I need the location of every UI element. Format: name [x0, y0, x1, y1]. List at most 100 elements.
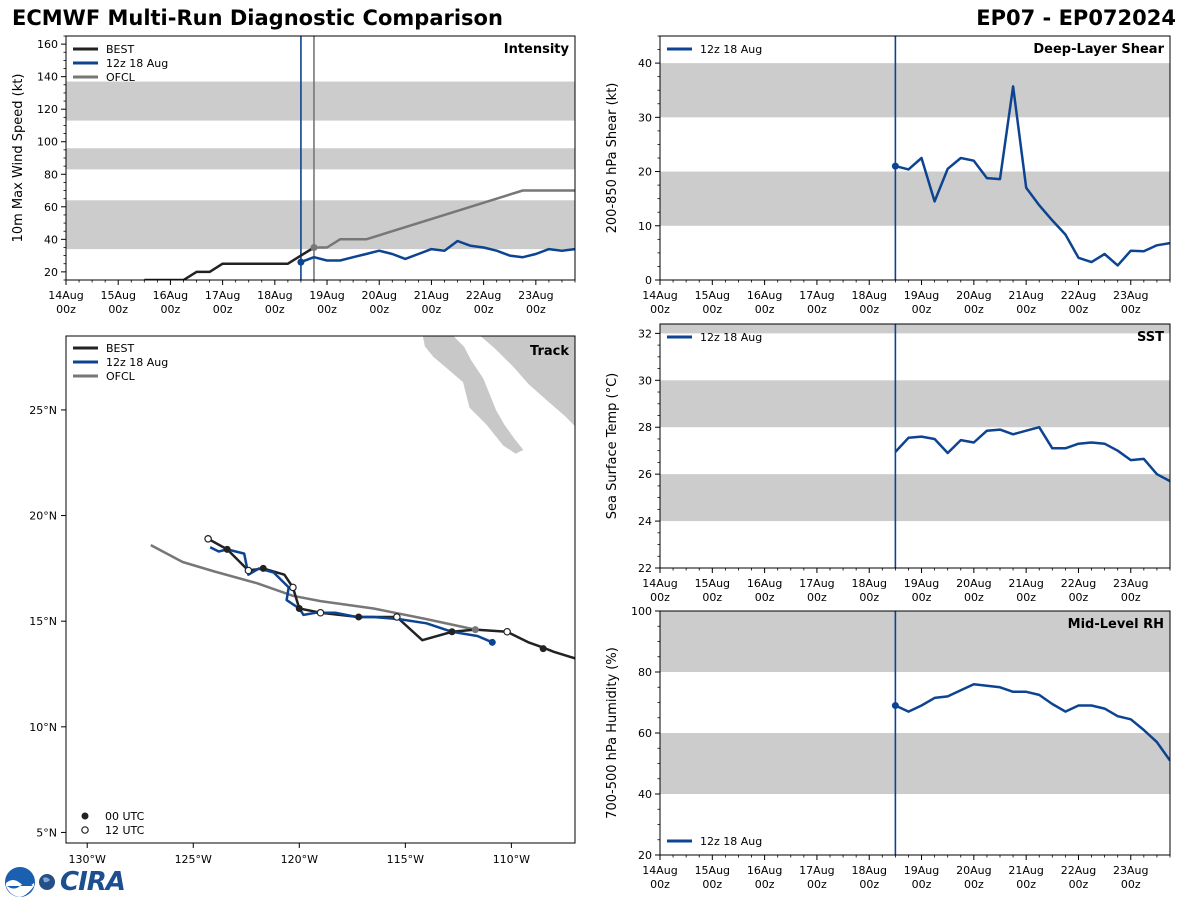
intensity-series-start-marker — [310, 243, 318, 251]
intensity-legend-label: OFCL — [106, 71, 136, 84]
intensity-ytick-label: 60 — [44, 201, 58, 214]
sst-xtick-sublabel: 00z — [755, 591, 775, 604]
intensity-xtick-sublabel: 00z — [56, 303, 76, 316]
shear-ytick-label: 20 — [638, 166, 652, 179]
intensity-ylabel: 10m Max Wind Speed (kt) — [11, 74, 26, 243]
shear-xtick-sublabel: 00z — [755, 303, 775, 316]
shear-xtick-sublabel: 00z — [859, 303, 879, 316]
intensity-xtick-label: 22Aug — [466, 289, 501, 302]
noaa-logo-icon — [5, 867, 35, 897]
land-border-line — [489, 358, 500, 373]
rh-xtick-label: 17Aug — [799, 864, 834, 877]
track-line-ofcl — [150, 543, 476, 631]
shear-xtick-label: 21Aug — [1008, 289, 1043, 302]
track-legend-label: OFCL — [106, 370, 136, 383]
track-legend-label: BEST — [106, 342, 134, 355]
sst-xtick-sublabel: 00z — [964, 591, 984, 604]
intensity-xtick-label: 19Aug — [309, 289, 344, 302]
land-baja-california — [421, 336, 525, 455]
sst-series-12z-18-aug — [894, 425, 1170, 483]
shear-ylabel: 200-850 hPa Shear (kt) — [605, 83, 620, 234]
rh-xtick-sublabel: 00z — [650, 878, 670, 891]
sst-xtick-label: 19Aug — [904, 577, 939, 590]
rh-xtick-label: 16Aug — [747, 864, 782, 877]
shear-ytick-label: 10 — [638, 220, 652, 233]
intensity-xtick-label: 14Aug — [48, 289, 83, 302]
intensity-legend-label: BEST — [106, 43, 134, 56]
track-marker-00utc — [295, 605, 303, 613]
track-ofcl-start-marker — [471, 626, 479, 634]
intensity-xtick-sublabel: 00z — [526, 303, 546, 316]
sst-legend-label: 12z 18 Aug — [700, 331, 762, 344]
rh-xtick-label: 20Aug — [956, 864, 991, 877]
sst-xtick-label: 18Aug — [851, 577, 886, 590]
track-marker-12utc — [289, 583, 297, 592]
sst-xtick-sublabel: 00z — [912, 591, 932, 604]
intensity-legend-label: 12z 18 Aug — [106, 57, 168, 70]
intensity-xtick-sublabel: 00z — [108, 303, 128, 316]
track-frame — [65, 335, 576, 844]
shear-xtick-sublabel: 00z — [1121, 303, 1141, 316]
shear-xtick-label: 23Aug — [1113, 289, 1148, 302]
intensity-xtick-label: 21Aug — [414, 289, 449, 302]
shear-ytick-label: 30 — [638, 111, 652, 124]
intensity-xtick-label: 20Aug — [361, 289, 396, 302]
shear-xtick-sublabel: 00z — [1069, 303, 1089, 316]
cira-globe-icon — [39, 874, 55, 890]
intensity-xtick-label: 15Aug — [100, 289, 135, 302]
intensity-band-0 — [66, 200, 575, 250]
sst-band-0 — [660, 474, 1170, 522]
rh-ytick-label: 100 — [631, 605, 652, 618]
intensity-xtick-sublabel: 00z — [474, 303, 494, 316]
shear-ytick-label: 40 — [638, 57, 652, 70]
track-marker-12utc — [316, 608, 325, 617]
sst-xtick-sublabel: 00z — [1069, 591, 1089, 604]
track-panel: 130°W 125°W 120°W 115°W 110°W 5°N 10°N 15°N 20°N… — [29, 335, 576, 866]
intensity-xtick-sublabel: 00z — [213, 303, 233, 316]
intensity-ytick-label: 20 — [44, 266, 58, 279]
shear-series-start-marker — [891, 162, 899, 170]
shear-panel: 01020304014Aug00z15Aug00z16Aug00z17Aug00… — [605, 35, 1171, 316]
shear-xtick-sublabel: 00z — [702, 303, 722, 316]
track-ytick-label: 20°N — [29, 510, 57, 523]
intensity-series-ofcl — [314, 189, 575, 249]
rh-xtick-sublabel: 00z — [1121, 878, 1141, 891]
intensity-series-start-marker — [297, 258, 305, 266]
intensity-ytick-label: 120 — [37, 103, 58, 116]
shear-xtick-label: 20Aug — [956, 289, 991, 302]
track-marker-legend-label: 00 UTC — [105, 810, 145, 823]
intensity-xtick-sublabel: 00z — [265, 303, 285, 316]
agency-logos: CIRA — [4, 866, 126, 898]
sst-xtick-label: 16Aug — [747, 577, 782, 590]
sst-xtick-sublabel: 00z — [702, 591, 722, 604]
rh-xtick-label: 18Aug — [851, 864, 886, 877]
track-ytick-label: 15°N — [29, 615, 57, 628]
track-marker-12utc — [503, 627, 511, 636]
shear-xtick-label: 18Aug — [851, 289, 886, 302]
intensity-ytick-label: 80 — [44, 168, 58, 181]
track-xtick-label: 115°W — [387, 853, 424, 866]
shear-xtick-label: 19Aug — [904, 289, 939, 302]
intensity-ytick-label: 40 — [44, 233, 58, 246]
shear-xtick-sublabel: 00z — [650, 303, 670, 316]
sst-ytick-label: 28 — [638, 421, 652, 434]
rh-panel-title: Mid-Level RH — [1068, 617, 1164, 632]
intensity-series-12z-18-aug — [300, 239, 575, 264]
figure-title: ECMWF Multi-Run Diagnostic Comparison — [12, 6, 503, 30]
rh-xtick-sublabel: 00z — [702, 878, 722, 891]
sst-xtick-label: 17Aug — [799, 577, 834, 590]
shear-xtick-label: 14Aug — [642, 289, 677, 302]
shear-xtick-sublabel: 00z — [1016, 303, 1036, 316]
storm-id-title: EP07 - EP072024 — [976, 6, 1176, 30]
intensity-ytick-label: 100 — [37, 136, 58, 149]
rh-xtick-sublabel: 00z — [964, 878, 984, 891]
intensity-xtick-sublabel: 00z — [422, 303, 442, 316]
intensity-xtick-sublabel: 00z — [161, 303, 181, 316]
track-xtick-label: 125°W — [175, 853, 212, 866]
track-marker-12utc — [393, 613, 401, 621]
shear-panel-title: Deep-Layer Shear — [1033, 42, 1164, 57]
track-legend-00utc-marker — [81, 812, 89, 820]
sst-xtick-sublabel: 00z — [807, 591, 827, 604]
rh-band-0 — [660, 733, 1170, 794]
